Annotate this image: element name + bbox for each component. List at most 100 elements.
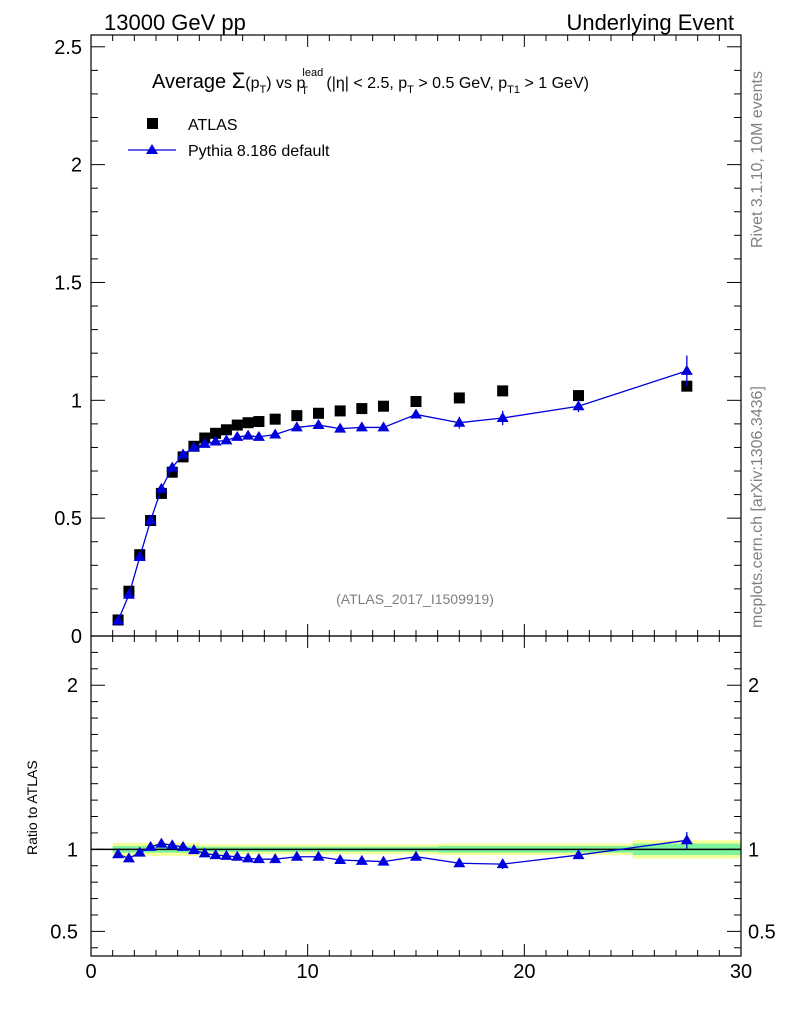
atlas-point bbox=[334, 405, 346, 417]
atlas-point bbox=[220, 424, 232, 436]
pythia-point bbox=[242, 429, 255, 440]
pythia-point bbox=[155, 482, 168, 493]
ratio-y-tick-label: 2 bbox=[67, 675, 78, 697]
title-t2: T bbox=[301, 85, 308, 97]
ratio-ylabel: Ratio to ATLAS bbox=[24, 760, 40, 855]
atlas-point bbox=[378, 400, 389, 412]
ratio-frame bbox=[90, 635, 742, 957]
pythia-point bbox=[572, 400, 585, 411]
ratio-series bbox=[91, 832, 741, 870]
pythia-point bbox=[252, 430, 265, 441]
legend: ATLAS Pythia 8.186 default bbox=[128, 117, 330, 160]
ratio-point bbox=[133, 846, 146, 857]
title-prefix: Average bbox=[152, 71, 232, 93]
title-p5: > 1 GeV) bbox=[520, 75, 589, 92]
x-tick-label: 0 bbox=[85, 961, 96, 983]
ratio-axes: 0 10 20 30 0.5 0.5 1 1 2 2 bbox=[50, 635, 776, 983]
x-tick-label: 10 bbox=[297, 961, 319, 983]
atlas-point bbox=[497, 385, 509, 397]
ratio-point bbox=[187, 844, 200, 855]
title-sigma: Σ bbox=[232, 68, 246, 93]
ratio-y-tick-label: 0.5 bbox=[50, 921, 78, 943]
x-tick-label: 30 bbox=[730, 961, 752, 983]
atlas-point bbox=[313, 407, 324, 419]
y-tick-label: 1.5 bbox=[54, 272, 82, 294]
ratio-point bbox=[166, 839, 179, 850]
atlas-point bbox=[291, 410, 303, 422]
plot-title: Average Σ(pT) vs plead T (|η| < 2.5, pT >… bbox=[152, 67, 589, 97]
title-p4: > 0.5 GeV, p bbox=[414, 75, 507, 92]
atlas-point bbox=[253, 416, 265, 428]
ratio-point bbox=[220, 849, 233, 860]
title-lead: lead bbox=[302, 67, 323, 79]
title-t1: T bbox=[260, 84, 267, 96]
ratio-point bbox=[112, 848, 125, 859]
main-series bbox=[112, 355, 693, 626]
y-tick-label: 2 bbox=[71, 155, 82, 177]
title-p2: ) vs p bbox=[266, 75, 305, 92]
atlas-point bbox=[356, 403, 368, 415]
title-p1: (p bbox=[245, 75, 259, 92]
ratio-y-tick-label-right: 0.5 bbox=[748, 921, 776, 943]
ratio-y-tick-label-right: 2 bbox=[748, 675, 759, 697]
ratio-point bbox=[269, 853, 282, 864]
y-tick-label: 2.5 bbox=[54, 37, 82, 59]
ratio-point bbox=[377, 855, 390, 866]
atlas-point bbox=[210, 427, 222, 439]
y-tick-label: 0.5 bbox=[54, 508, 82, 530]
atlas-point bbox=[166, 466, 178, 478]
analysis-watermark: (ATLAS_2017_I1509919) bbox=[336, 591, 494, 607]
pythia-point bbox=[198, 437, 211, 448]
header-left: 13000 GeV pp bbox=[104, 10, 246, 35]
atlas-point bbox=[410, 395, 422, 407]
ratio-y-tick-label-right: 1 bbox=[748, 839, 759, 861]
pythia-point bbox=[269, 428, 282, 439]
legend-pythia-marker bbox=[146, 144, 158, 154]
pythia-point bbox=[355, 421, 368, 432]
pythia-point bbox=[187, 441, 200, 452]
pythia-line bbox=[117, 370, 688, 621]
ratio-point bbox=[144, 840, 157, 851]
ratio-point bbox=[155, 837, 168, 848]
pythia-point bbox=[112, 614, 125, 625]
atlas-point bbox=[453, 392, 465, 404]
mcplots-label: mcplots.cern.ch [arXiv:1306.3436] bbox=[749, 386, 766, 628]
title-t3: T bbox=[407, 84, 414, 96]
pythia-point bbox=[220, 434, 233, 445]
ratio-point bbox=[290, 850, 303, 861]
pythia-point bbox=[312, 419, 325, 430]
atlas-point bbox=[155, 487, 167, 499]
header-right: Underlying Event bbox=[566, 10, 734, 35]
ratio-point bbox=[680, 834, 693, 845]
ratio-point bbox=[312, 850, 325, 861]
atlas-point bbox=[231, 419, 243, 431]
pythia-point bbox=[231, 430, 244, 441]
ratio-point bbox=[177, 840, 190, 851]
pythia-point bbox=[144, 514, 157, 525]
ratio-point bbox=[572, 849, 585, 860]
pythia-point bbox=[334, 422, 347, 433]
pythia-point bbox=[496, 411, 509, 422]
pythia-point bbox=[680, 364, 693, 375]
atlas-point bbox=[242, 417, 254, 429]
title-p3: (|η| < 2.5, p bbox=[322, 75, 407, 92]
pythia-point bbox=[410, 408, 422, 419]
ratio-y-tick-label: 1 bbox=[67, 839, 78, 861]
pythia-point bbox=[122, 588, 135, 599]
pythia-point bbox=[133, 551, 146, 562]
ratio-point bbox=[122, 852, 135, 863]
y-tick-label: 0 bbox=[71, 626, 82, 648]
atlas-point bbox=[573, 390, 584, 402]
pythia-point bbox=[209, 435, 222, 446]
pythia-point bbox=[377, 421, 390, 432]
ratio-point bbox=[410, 850, 422, 861]
rivet-label: Rivet 3.1.10, 10M events bbox=[749, 71, 766, 248]
legend-atlas-marker bbox=[147, 118, 158, 129]
title-t4: T1 bbox=[507, 84, 520, 96]
legend-pythia-label: Pythia 8.186 default bbox=[188, 143, 330, 160]
pythia-point bbox=[290, 421, 303, 432]
x-tick-label: 20 bbox=[513, 961, 535, 983]
ratio-point bbox=[355, 854, 368, 865]
pythia-point bbox=[166, 461, 179, 472]
